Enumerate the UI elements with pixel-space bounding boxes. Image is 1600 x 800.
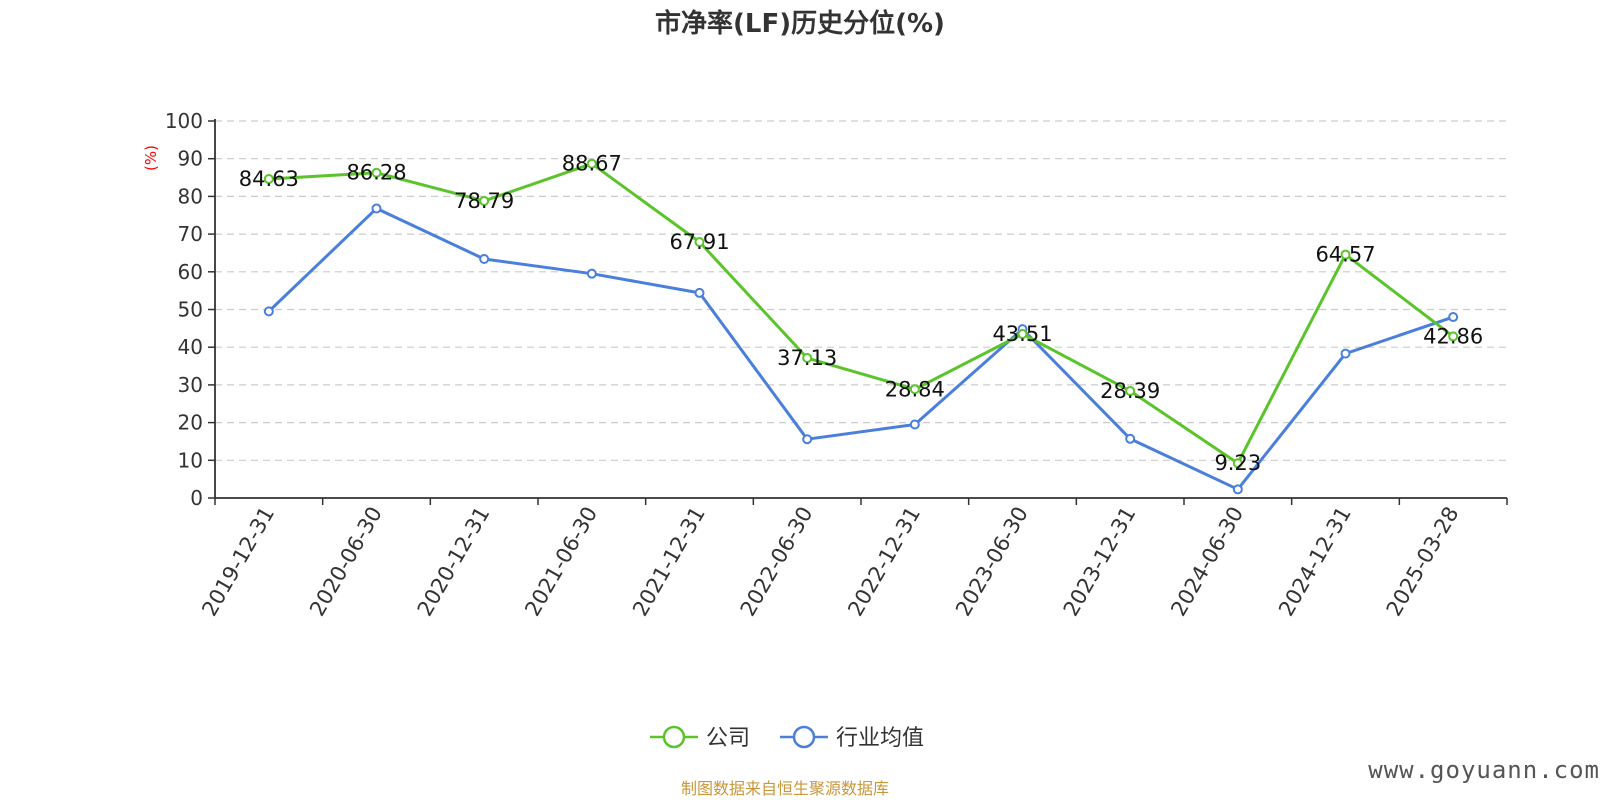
data-point-company (1340, 249, 1351, 260)
data-point-company (371, 167, 382, 178)
legend[interactable]: 公司 行业均值 (650, 725, 924, 751)
legend-marker-icon (662, 725, 686, 749)
chart-title: 市净率(LF)历史分位(%) (655, 8, 945, 39)
data-point-industry-avg (263, 306, 274, 317)
data-point-industry-avg (802, 434, 813, 445)
data-point-industry-avg (909, 419, 920, 430)
data-point-industry-avg (1448, 312, 1459, 323)
gridlines (215, 120, 1507, 461)
y-tick-label: 70 (178, 222, 203, 246)
data-label: 28.39 (1100, 379, 1160, 403)
data-point-company (802, 353, 813, 364)
data-point-company (1448, 331, 1459, 342)
data-labels: 84.63 86.28 78.79 88.67 67.91 37.13 28.84 43.51… (239, 152, 1483, 475)
y-tick-label: 80 (178, 184, 203, 208)
data-point-company (1017, 328, 1028, 339)
x-tick-label: 2025-03-28 (1382, 503, 1464, 621)
y-tick-label: 90 (178, 147, 203, 171)
y-axis-label: (%) (142, 145, 160, 171)
watermark: www.goyuann.com (1368, 756, 1600, 784)
x-tick-label: 2021-06-30 (520, 503, 602, 621)
legend-label: 公司 (706, 726, 750, 751)
data-point-company (263, 173, 274, 184)
x-tick-label: 2023-12-31 (1059, 503, 1141, 621)
data-label: 67.91 (669, 230, 729, 254)
y-tick-label: 30 (178, 373, 203, 397)
y-tick-label: 20 (178, 411, 203, 435)
data-point-company (909, 384, 920, 395)
x-tick-label: 2021-12-31 (628, 503, 710, 621)
legend-marker-icon (792, 725, 816, 749)
data-label: 37.13 (777, 346, 837, 370)
data-label: 64.57 (1315, 243, 1375, 267)
data-point-company (586, 158, 597, 169)
data-point-industry-avg (1340, 348, 1351, 359)
y-tick-label: 10 (178, 448, 203, 472)
data-label: 9.23 (1214, 451, 1261, 475)
legend-item-company[interactable]: 公司 (650, 725, 750, 751)
x-tick-label: 2019-12-31 (197, 503, 279, 621)
y-tick-label: 40 (178, 335, 203, 359)
x-tick-label: 2022-06-30 (736, 503, 818, 621)
series-lines (263, 158, 1459, 495)
x-tick-label: 2020-06-30 (305, 503, 387, 621)
series-line-industry-avg (267, 206, 1454, 491)
y-tick-label: 100 (165, 109, 203, 133)
series-line-company (268, 162, 1455, 465)
x-tick-label: 2024-12-31 (1274, 503, 1356, 621)
data-point-industry-avg (479, 253, 490, 264)
data-label: 78.79 (454, 189, 514, 213)
data-point-industry-avg (371, 203, 382, 214)
data-point-industry-avg (694, 287, 705, 298)
data-point-industry-avg (586, 268, 597, 279)
data-point-company (694, 236, 705, 247)
legend-item-industry-avg[interactable]: 行业均值 (780, 725, 924, 751)
data-point-industry-avg (1232, 484, 1243, 495)
y-tick-label: 50 (178, 298, 203, 322)
source-note: 制图数据来自恒生聚源数据库 (681, 779, 889, 798)
x-tick-label: 2024-06-30 (1166, 503, 1248, 621)
data-label: 86.28 (346, 161, 406, 185)
y-tick-label: 60 (178, 260, 203, 284)
data-point-company (479, 195, 490, 206)
x-tick-label: 2020-12-31 (413, 502, 495, 620)
data-label: 84.63 (239, 167, 299, 191)
data-point-company (1232, 458, 1243, 469)
data-point-company (1125, 385, 1136, 396)
y-tick-label: 0 (190, 486, 203, 510)
data-label: 42.86 (1423, 324, 1483, 348)
x-tick-label: 2023-06-30 (951, 503, 1033, 621)
x-tick-label: 2022-12-31 (843, 502, 925, 620)
legend-label: 行业均值 (836, 726, 924, 751)
data-label: 43.51 (992, 322, 1052, 346)
data-point-industry-avg (1125, 433, 1136, 444)
data-label: 88.67 (562, 152, 622, 176)
data-label: 28.84 (885, 377, 945, 401)
